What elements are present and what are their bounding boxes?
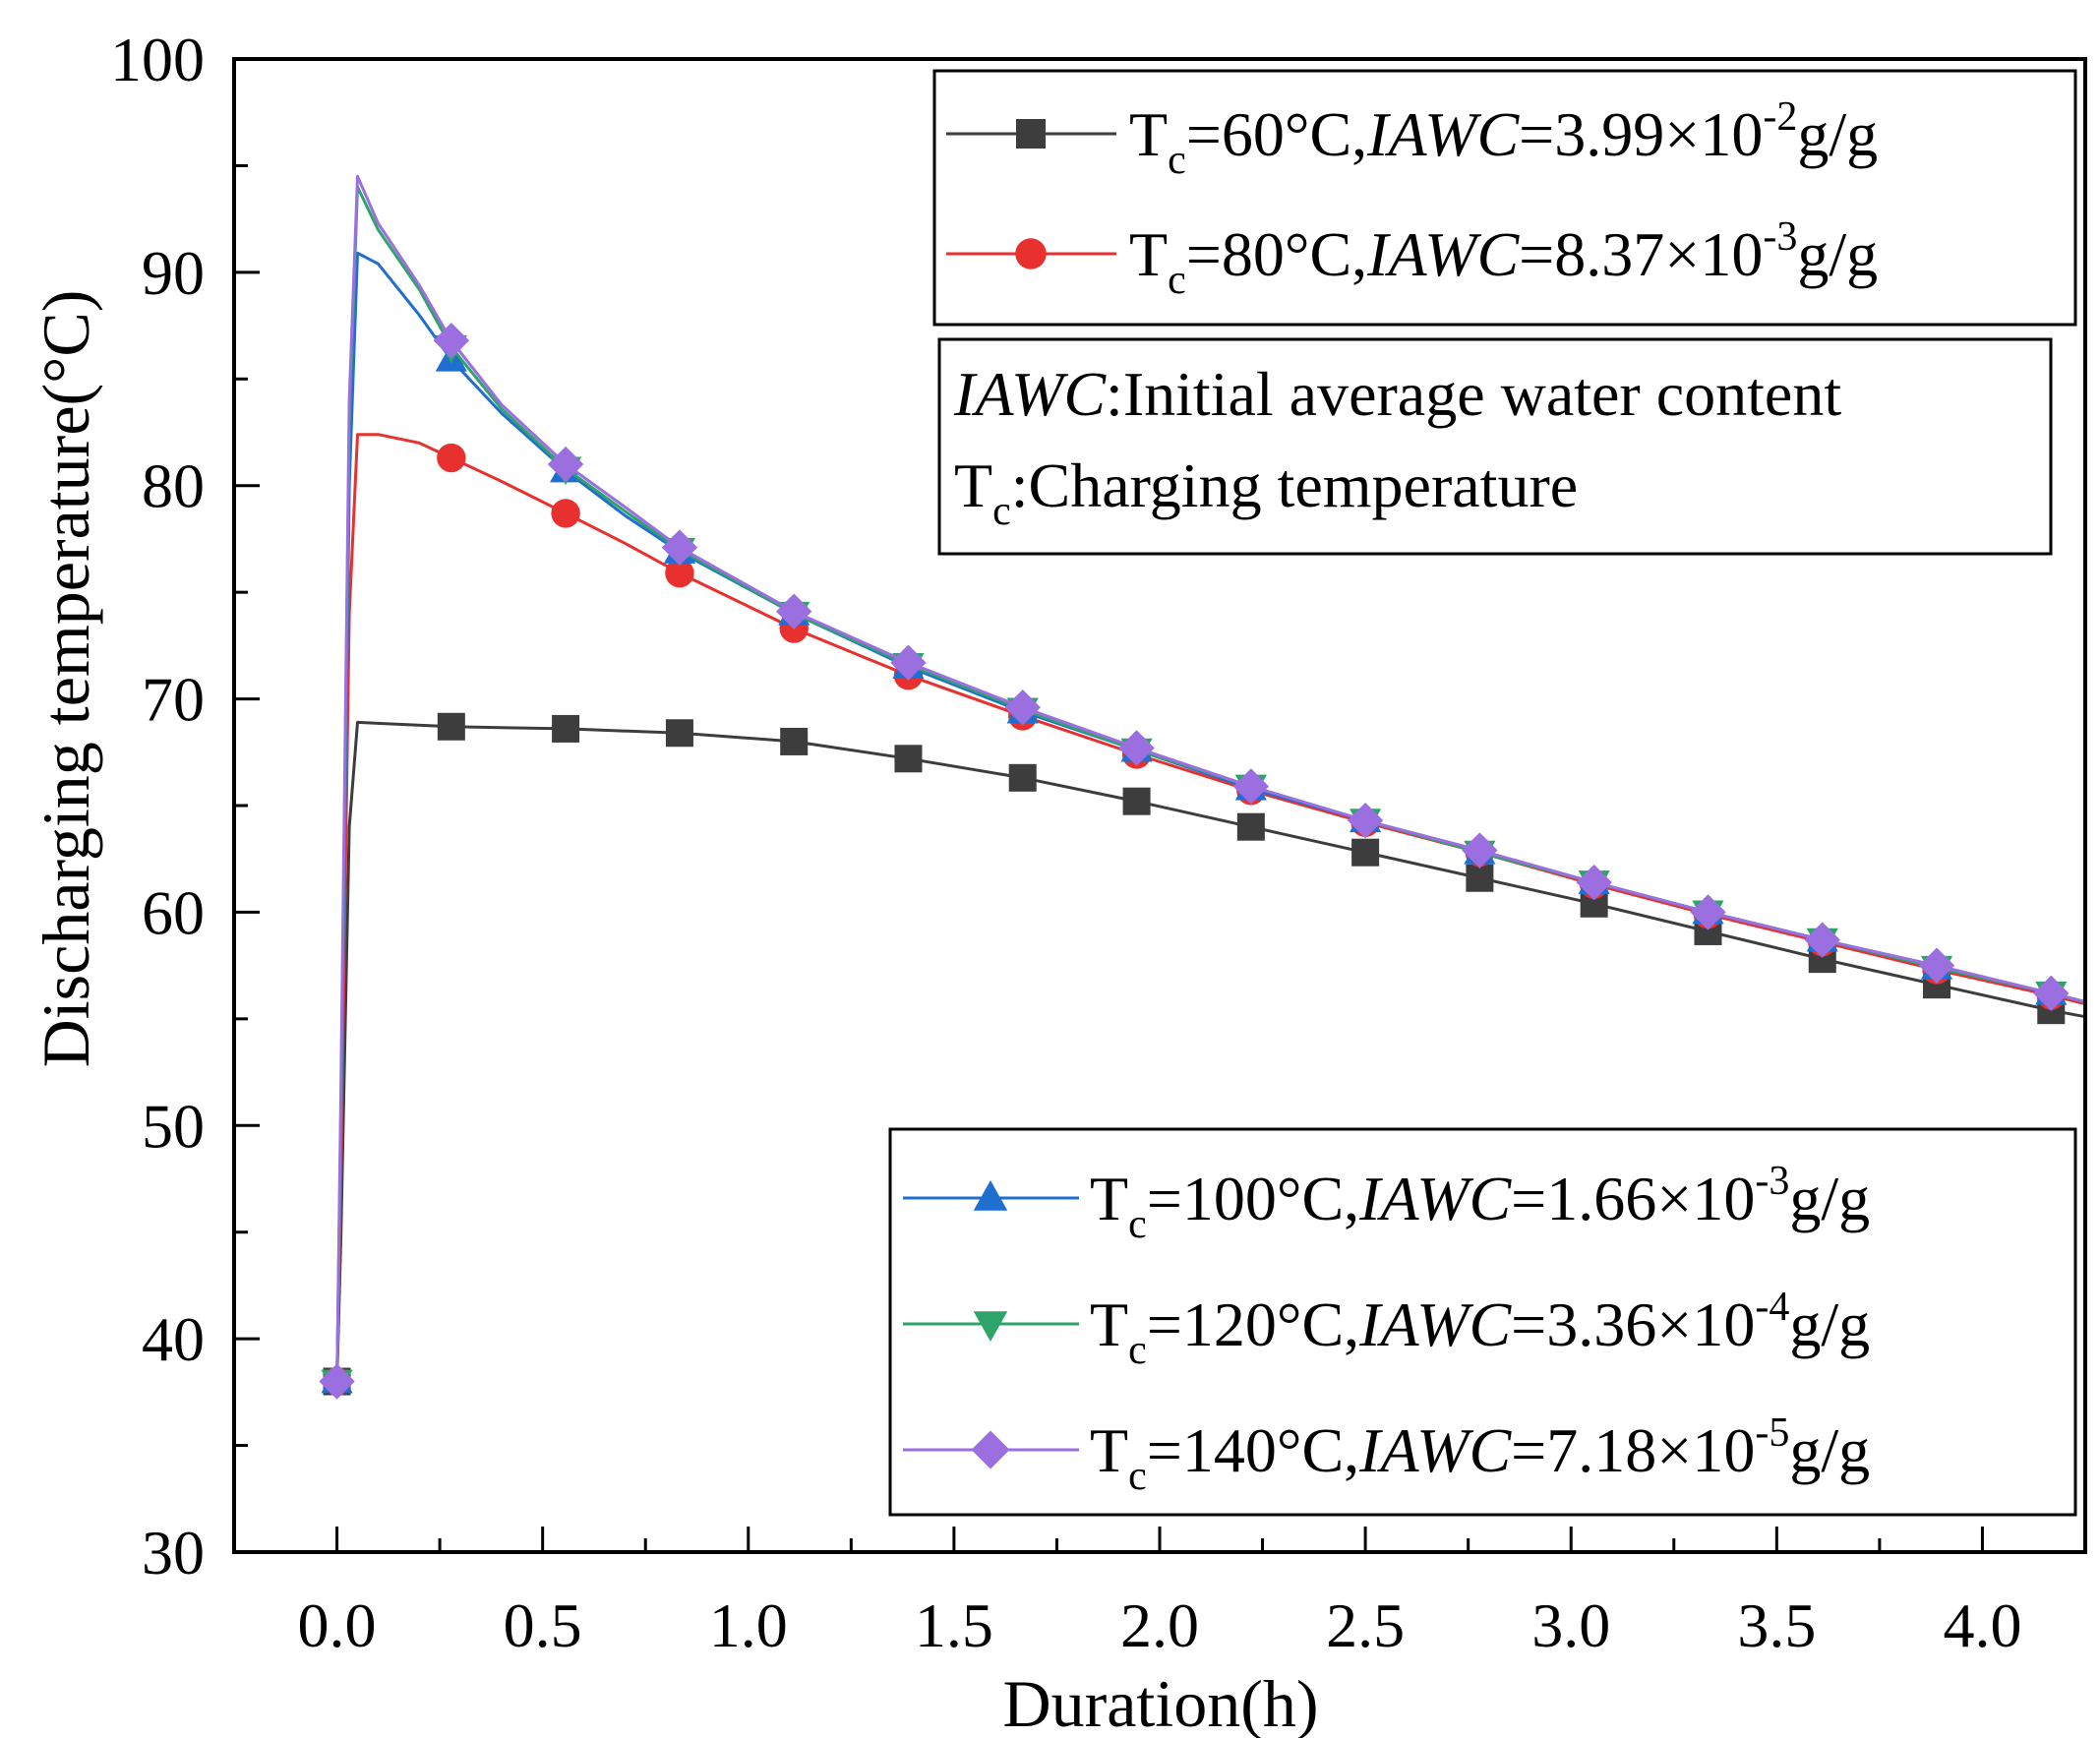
y-tick-label: 30	[142, 1518, 205, 1588]
y-tick-label: 40	[142, 1304, 205, 1374]
legend-box	[932, 69, 2077, 327]
series-layer	[319, 174, 2086, 1400]
y-tick-label: 70	[142, 665, 205, 735]
data-point	[1008, 763, 1037, 792]
data-point	[1236, 812, 1265, 841]
data-point	[894, 745, 923, 773]
data-point	[1576, 864, 1612, 901]
x-tick-label: 0.5	[504, 1590, 582, 1660]
legend-label: Tc=120°C,IAWC=3.36×10-4g/g	[1090, 1285, 1870, 1373]
legend-marker	[1015, 238, 1047, 270]
y-axis-title: Discharging temperature(°C)	[29, 290, 103, 1068]
ticks-layer: 0.0 0.5 1.0 1.5 2.0 2.5 3.0 3.5 4.0 30 40 50 60 70 80 9…	[110, 25, 2021, 1660]
y-tick-label: 50	[142, 1091, 205, 1161]
data-point	[1351, 838, 1380, 867]
data-point	[547, 446, 584, 483]
data-point	[776, 593, 812, 629]
legend-label: Tc=100°C,IAWC=1.66×10-3g/g	[1090, 1159, 1870, 1247]
series-line	[335, 433, 2086, 1382]
data-point	[437, 443, 466, 473]
legend-marker	[973, 1311, 1008, 1342]
legend-label: Tc=140°C,IAWC=7.18×10-5g/g	[1090, 1410, 1870, 1499]
x-tick-label: 1.5	[915, 1590, 993, 1660]
legend-label: Tc=80°C,IAWC=8.37×10-3g/g	[1129, 214, 1878, 303]
data-point	[1004, 689, 1041, 726]
x-tick-label: 3.5	[1737, 1590, 1816, 1660]
x-tick-label: 1.0	[709, 1590, 788, 1660]
data-point	[780, 727, 809, 755]
data-point	[1122, 787, 1151, 815]
data-point	[433, 323, 470, 359]
y-tick-label: 80	[142, 451, 205, 521]
x-tick-label: 3.0	[1531, 1590, 1610, 1660]
data-point	[665, 558, 694, 588]
x-tick-label: 4.0	[1943, 1590, 2021, 1660]
series-line	[335, 174, 2086, 1382]
data-point	[1462, 832, 1498, 869]
data-point	[437, 712, 465, 741]
data-point	[1690, 894, 1726, 930]
legend-marker	[973, 1180, 1008, 1211]
data-point	[890, 644, 927, 681]
data-point	[661, 529, 698, 566]
series-line	[335, 720, 2086, 1382]
legend-marker	[971, 1430, 1010, 1469]
series-4	[319, 174, 2086, 1400]
x-tick-label: 2.0	[1120, 1590, 1199, 1660]
legend-marker	[1016, 119, 1046, 149]
data-point	[1347, 802, 1384, 839]
data-point	[552, 714, 580, 743]
data-point	[2033, 975, 2070, 1012]
legend-box	[888, 1127, 2077, 1517]
y-tick-label: 100	[110, 25, 205, 94]
data-point	[665, 719, 693, 748]
x-tick-label: 0.0	[298, 1590, 377, 1660]
y-tick-label: 90	[142, 238, 205, 308]
data-point	[1804, 922, 1840, 958]
note-line-iawc: IAWC:Initial average water content	[953, 359, 1841, 429]
x-tick-label: 2.5	[1326, 1590, 1405, 1660]
note-box	[937, 337, 2053, 556]
data-point	[1918, 947, 1955, 984]
data-point	[1232, 768, 1270, 805]
data-point	[319, 1363, 355, 1400]
x-axis-title: Duration(h)	[1002, 1666, 1318, 1738]
y-tick-label: 60	[142, 877, 205, 947]
note-line-tc: Tc:Charging temperature	[954, 450, 1578, 534]
data-point	[551, 499, 580, 528]
legend-label: Tc=60°C,IAWC=3.99×10-2g/g	[1129, 94, 1878, 183]
legend-layer: Tc=60°C,IAWC=3.99×10-2g/g Tc=80°C,IAWC=8.…	[888, 69, 2077, 1517]
data-point	[1118, 730, 1155, 766]
